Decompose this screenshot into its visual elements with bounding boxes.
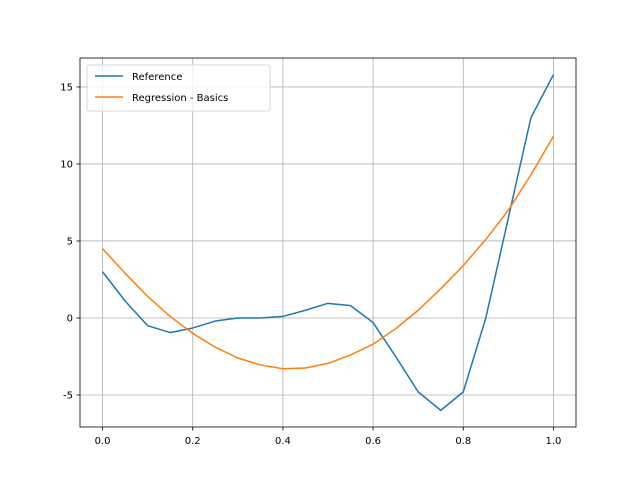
legend-label: Regression - Basics (132, 93, 228, 104)
x-tick-label: 0.8 (455, 436, 471, 447)
legend-frame (86, 64, 271, 112)
x-tick-label: 0.6 (365, 436, 381, 447)
y-tick-label: 0 (67, 313, 73, 324)
data-line (101, 135, 555, 370)
legend-label: Reference (132, 72, 182, 83)
y-tick-label: 15 (60, 82, 73, 93)
axes-frame (79, 57, 577, 428)
x-tick-label: 0.0 (95, 436, 111, 447)
data-line (101, 74, 555, 412)
x-tick-label: 1.0 (546, 436, 562, 447)
y-tick-label: 10 (60, 159, 73, 170)
x-tick-label: 0.2 (185, 436, 201, 447)
y-tick-label: 5 (67, 236, 73, 247)
y-tick-label: -5 (63, 390, 73, 401)
legend: Reference Regression - Basics (86, 64, 271, 112)
x-tick-label: 0.4 (275, 436, 291, 447)
